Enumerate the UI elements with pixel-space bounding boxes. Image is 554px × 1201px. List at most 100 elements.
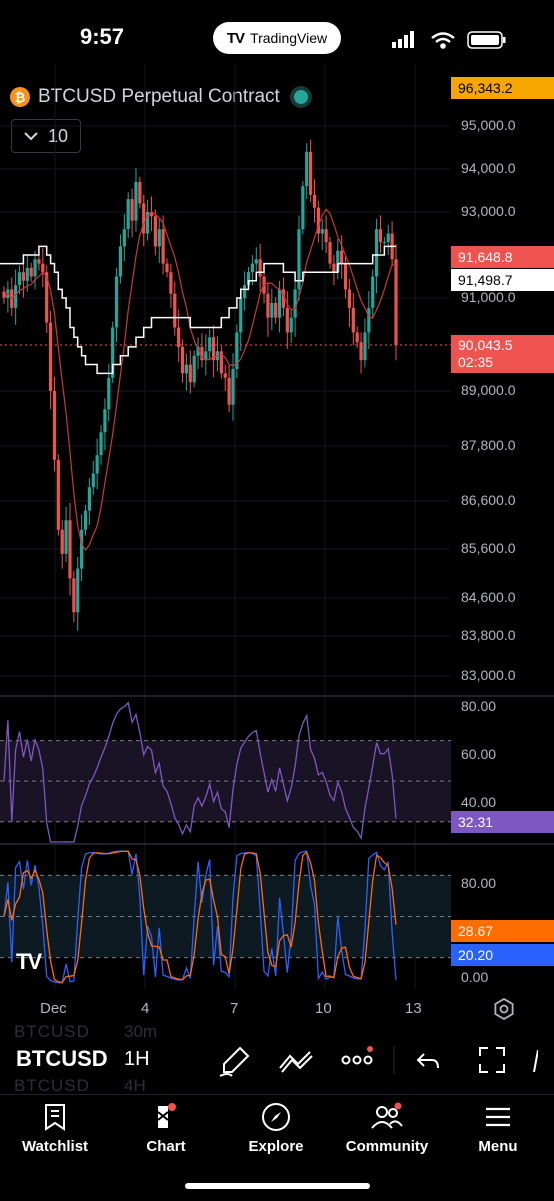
x-axis-label: 13 xyxy=(405,1000,422,1017)
candle-body xyxy=(72,578,76,613)
candle-body xyxy=(266,293,270,318)
tab-label: Menu xyxy=(478,1138,518,1155)
price-axis-label: 95,000.0 xyxy=(461,117,516,133)
line-tool-icon[interactable] xyxy=(279,1051,313,1073)
interval-button[interactable]: 10 xyxy=(11,119,81,153)
tab-community[interactable]: Community xyxy=(337,1100,437,1155)
stoch-k-tag: 20.20 xyxy=(451,944,554,966)
candle-body xyxy=(243,285,247,298)
fullscreen-icon[interactable] xyxy=(479,1047,505,1073)
candle-body xyxy=(332,263,336,273)
tradingview-logo-icon: TV xyxy=(226,29,245,47)
price-chart[interactable] xyxy=(0,0,554,1000)
price-axis-label: 93,000.0 xyxy=(461,203,516,219)
candle-body xyxy=(149,212,154,217)
candle-body xyxy=(336,250,340,273)
tradingview-pill-label: TradingView xyxy=(250,30,328,46)
candle-body xyxy=(169,272,173,294)
candle-body xyxy=(200,346,204,361)
tab-explore[interactable]: Explore xyxy=(226,1100,326,1155)
brush-icon[interactable] xyxy=(219,1046,250,1077)
stoch-axis-80: 80.00 xyxy=(461,875,497,891)
candle-body xyxy=(122,229,126,247)
compass-icon xyxy=(262,1103,290,1131)
candle-body xyxy=(76,568,80,613)
candle-body xyxy=(289,317,293,333)
candle-body xyxy=(250,263,254,273)
symbol-selector[interactable]: BTCUSD xyxy=(16,1046,108,1071)
stoch-d-tag: 28.67 xyxy=(451,920,554,942)
chart-settings-icon[interactable] xyxy=(492,997,516,1021)
candle-body xyxy=(363,332,367,361)
candle-body xyxy=(14,285,18,308)
candle-body xyxy=(309,151,313,195)
price-axis-label: 84,600.0 xyxy=(461,589,516,605)
timeframe-selector[interactable]: 1H xyxy=(124,1048,150,1070)
candle-body xyxy=(173,293,177,328)
symbol-header[interactable]: ₿ BTCUSD Perpetual Contract xyxy=(10,86,308,108)
candle-body xyxy=(114,276,119,328)
candle-body xyxy=(208,337,212,352)
candle-body xyxy=(386,233,390,243)
timeframe-ghost-above: 30m xyxy=(124,1022,158,1041)
candle-body xyxy=(37,259,41,264)
candle-body xyxy=(328,242,332,264)
more-icon[interactable] xyxy=(341,1046,374,1065)
price-axis-label: 83,800.0 xyxy=(461,627,516,643)
candle-body xyxy=(103,409,107,433)
bitcoin-icon: ₿ xyxy=(10,87,30,107)
price-axis-label: 83,000.0 xyxy=(461,667,516,683)
candle-body xyxy=(130,199,134,221)
tab-menu[interactable]: Menu xyxy=(448,1100,548,1155)
candle-body xyxy=(274,302,278,318)
candle-body xyxy=(351,307,355,333)
chevron-down-icon xyxy=(24,132,38,141)
timeframe-ghost-below: 4H xyxy=(124,1076,146,1095)
candle-body xyxy=(91,473,95,488)
price-axis-label: 94,000.0 xyxy=(461,160,516,176)
candle-body xyxy=(118,246,123,277)
bar-countdown: 02:35 xyxy=(458,354,494,370)
chart-icon xyxy=(157,1103,176,1128)
candle-body xyxy=(374,229,379,277)
candle-body xyxy=(134,181,138,221)
candle-body xyxy=(99,432,103,456)
x-axis-label: 4 xyxy=(141,1000,150,1017)
candle-body xyxy=(68,520,72,579)
battery-icon xyxy=(467,31,506,49)
candle-body xyxy=(87,487,91,511)
candle-body xyxy=(56,459,60,530)
candle-body xyxy=(80,529,84,569)
stoch-d-line xyxy=(3,850,397,984)
candle-body xyxy=(320,229,324,234)
candle-body xyxy=(211,337,216,361)
price-axis-label: 85,600.0 xyxy=(461,540,516,556)
rsi-value-tag: 32.31 xyxy=(451,811,554,833)
candle-body xyxy=(142,203,146,234)
tab-watchlist[interactable]: Watchlist xyxy=(5,1100,105,1155)
tab-chart[interactable]: Chart xyxy=(116,1100,216,1155)
candle-body xyxy=(297,229,301,290)
price-axis-label: 87,800.0 xyxy=(461,437,516,453)
candle-body xyxy=(378,229,383,243)
candle-body xyxy=(277,289,282,318)
market-status-dot xyxy=(293,90,308,104)
toolbar-icons xyxy=(219,1046,538,1077)
tradingview-pill[interactable]: TV TradingView xyxy=(213,22,341,54)
candle-body xyxy=(235,332,239,369)
status-icons xyxy=(392,31,506,49)
x-axis-label: 7 xyxy=(230,1000,239,1017)
candle-body xyxy=(223,373,227,378)
tab-label: Community xyxy=(345,1138,429,1155)
candle-body xyxy=(2,291,6,298)
last-price-tag: 90,043.5 02:35 xyxy=(451,335,554,373)
candle-body xyxy=(180,346,185,374)
tab-bar xyxy=(0,1094,554,1201)
status-time: 9:57 xyxy=(80,24,125,49)
candle-body xyxy=(161,229,165,264)
candle-body xyxy=(293,289,297,318)
rsi-axis-60: 60.00 xyxy=(461,746,497,762)
cellular-signal-icon xyxy=(392,31,414,48)
candle-body xyxy=(347,289,352,308)
undo-icon[interactable] xyxy=(416,1053,439,1069)
